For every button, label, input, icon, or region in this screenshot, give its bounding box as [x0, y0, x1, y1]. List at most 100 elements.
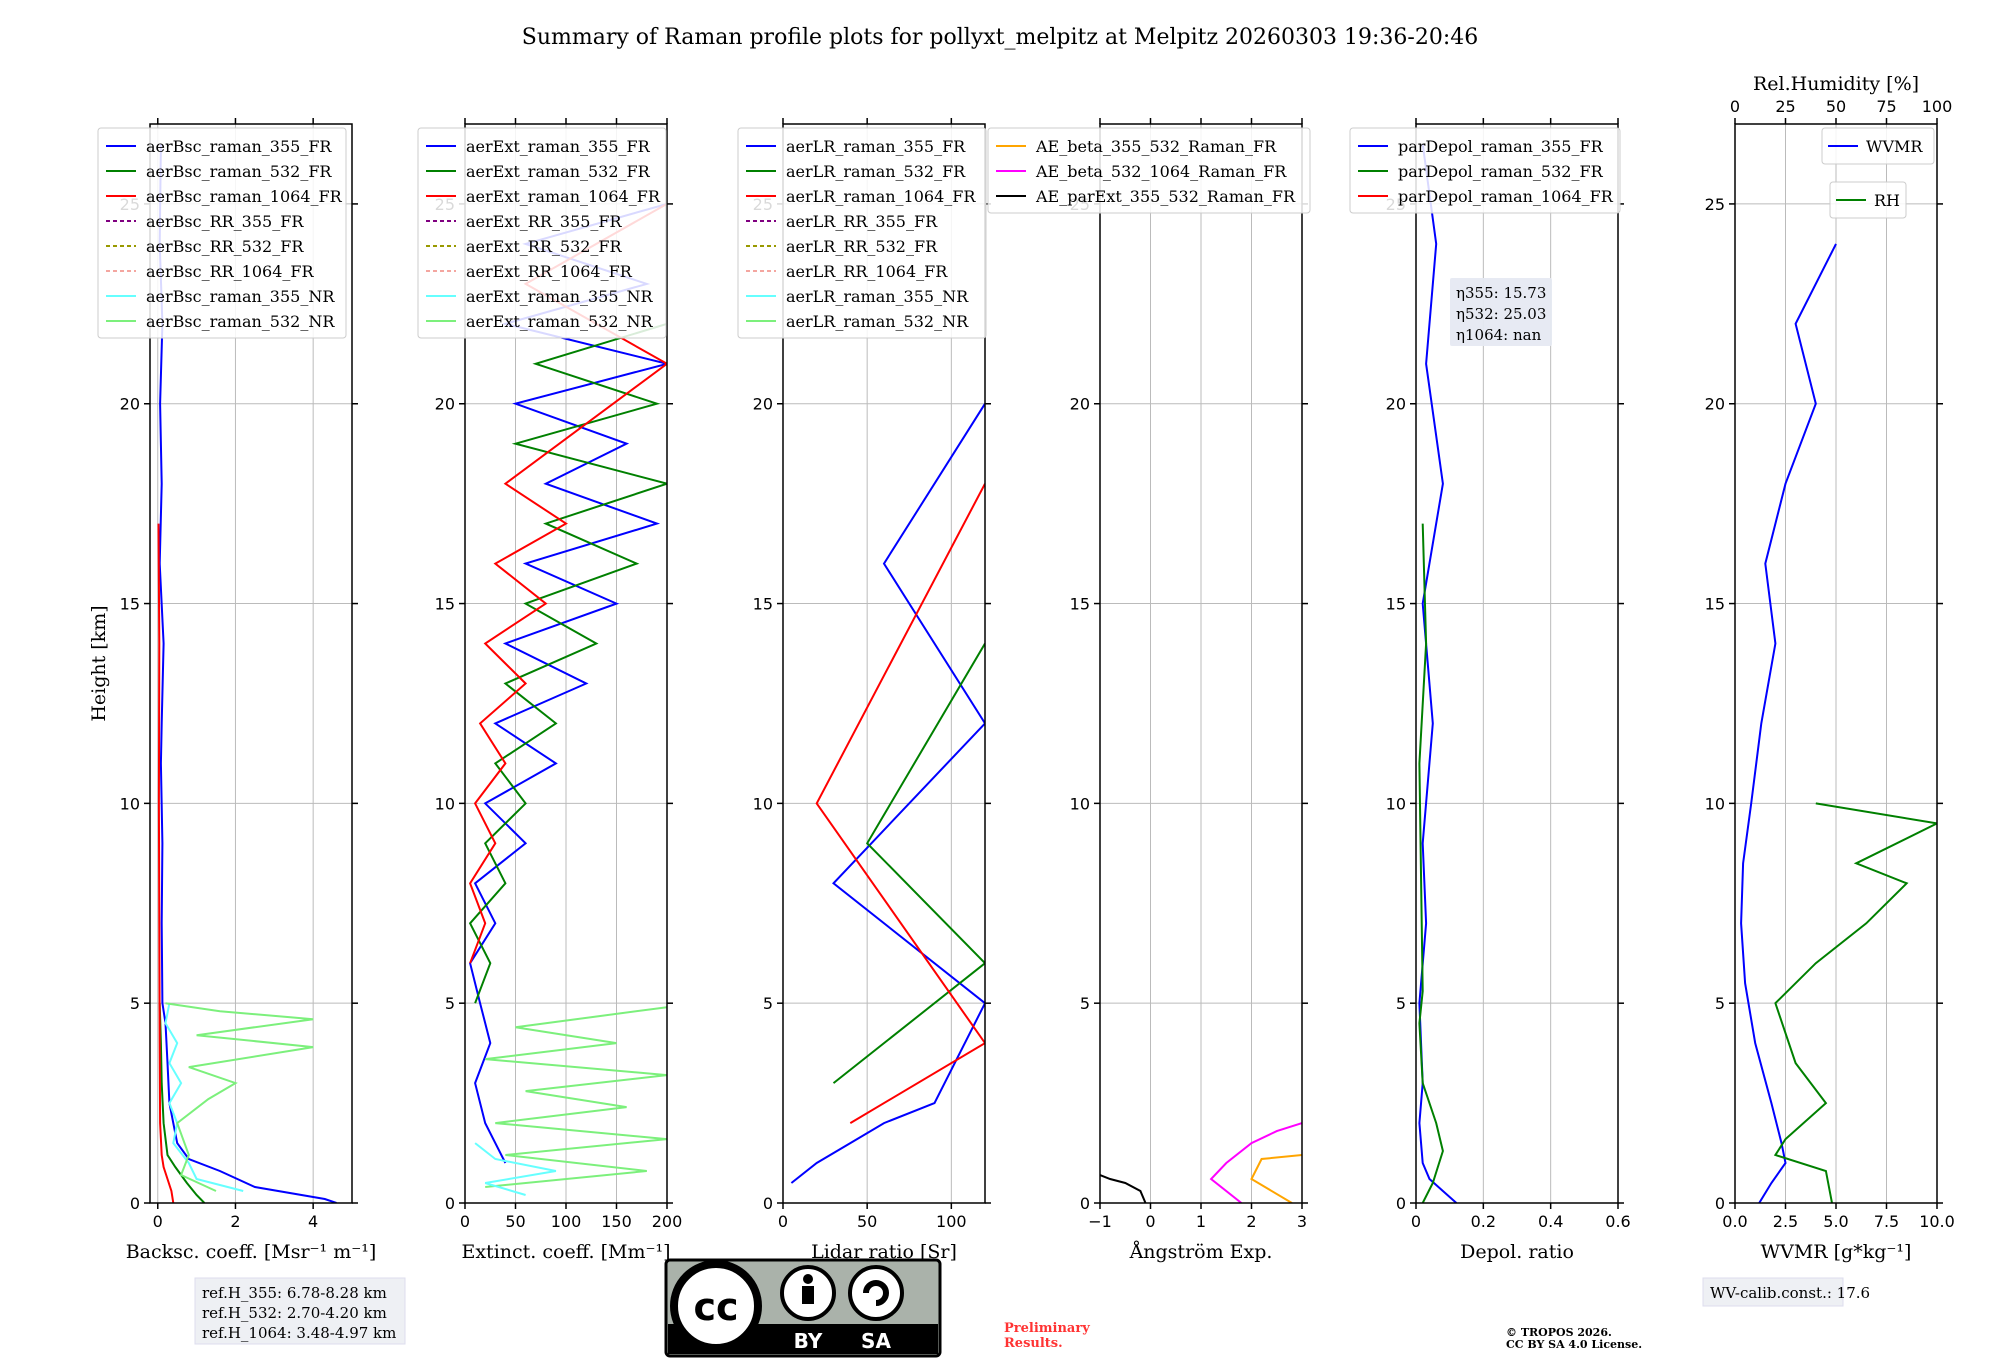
ytick-label: 15: [1705, 595, 1725, 614]
ytick-label: 0: [1715, 1194, 1725, 1213]
wv-calib-box: WV-calib.const.: 17.6: [1702, 1277, 1870, 1307]
legend-label: aerExt_raman_355_NR: [466, 287, 654, 306]
ytick-label: 20: [1705, 395, 1725, 414]
ytick-label: 10: [435, 794, 455, 813]
legend-box: [987, 127, 1311, 214]
top-xtick-label: 100: [1922, 97, 1953, 116]
panel-bsc: 0510152025024Backsc. coeff. [Msr⁻¹ m⁻¹]H…: [88, 118, 376, 1263]
legend-label: aerExt_raman_1064_FR: [466, 187, 661, 206]
legend-label: aerBsc_RR_532_FR: [146, 237, 304, 256]
series-aerExt_raman_532_FR: [468, 322, 667, 1004]
xtick-label: 100: [551, 1212, 582, 1231]
xtick-label: 0: [1411, 1212, 1421, 1231]
wv-calib-text: WV-calib.const.: 17.6: [1710, 1284, 1870, 1302]
xtick-label: 5.0: [1823, 1212, 1848, 1231]
series-aerBsc_raman_532_FR: [158, 1003, 206, 1203]
xtick-label: 2.5: [1773, 1212, 1798, 1231]
top-xaxis-label: Rel.Humidity [%]: [1753, 73, 1919, 95]
legend-label: aerBsc_raman_355_NR: [146, 287, 335, 306]
eta-value: η1064: nan: [1456, 326, 1542, 344]
series-aerLR_raman_355_FR: [790, 403, 985, 1184]
refh-532: ref.H_532: 2.70-4.20 km: [202, 1304, 387, 1322]
legend-label: AE_beta_355_532_Raman_FR: [1035, 137, 1277, 156]
xtick-label: 0.2: [1471, 1212, 1496, 1231]
refh-box: ref.H_355: 6.78-8.28 km ref.H_532: 2.70-…: [194, 1277, 406, 1345]
series-aerBsc_raman_355_FR: [158, 143, 337, 1203]
ytick-label: 10: [1386, 794, 1406, 813]
legend-label: aerLR_raman_532_NR: [786, 312, 969, 331]
refh-1064: ref.H_1064: 3.48-4.97 km: [202, 1324, 396, 1342]
ytick-label: 15: [435, 595, 455, 614]
legend-label: aerExt_raman_532_FR: [466, 162, 651, 181]
series-aerExt_raman_1064_FR: [468, 203, 667, 964]
xtick-label: 200: [652, 1212, 683, 1231]
ytick-label: 20: [1386, 395, 1406, 414]
xtick-label: 10.0: [1919, 1212, 1955, 1231]
ytick-label: 5: [1715, 994, 1725, 1013]
legend: aerExt_raman_355_FR aerExt_raman_532_FRae…: [417, 127, 667, 339]
legend-label: aerLR_RR_532_FR: [786, 237, 938, 256]
xtick-label: 150: [601, 1212, 632, 1231]
series-group: [1100, 1122, 1302, 1203]
legend: aerBsc_raman_355_FR aerBsc_raman_532_FRae…: [97, 127, 347, 339]
xtick-label: 100: [936, 1212, 967, 1231]
ytick-label: 5: [445, 994, 455, 1013]
legend-label: aerLR_raman_532_FR: [786, 162, 966, 181]
series-parDepol_raman_355_FR: [1418, 143, 1458, 1203]
legend-label: aerLR_raman_355_NR: [786, 287, 969, 306]
panels: 0510152025024Backsc. coeff. [Msr⁻¹ m⁻¹]H…: [88, 73, 1955, 1263]
legend: parDepol_raman_355_FR parDepol_raman_532_…: [1349, 127, 1621, 214]
top-xtick-label: 50: [1826, 97, 1846, 116]
ytick-label: 15: [1386, 595, 1406, 614]
ytick-label: 10: [120, 794, 140, 813]
ytick-label: 0: [1080, 1194, 1090, 1213]
legend-label: parDepol_raman_355_FR: [1398, 137, 1604, 156]
legend-label: aerBsc_RR_355_FR: [146, 212, 304, 231]
ytick-label: 5: [1080, 994, 1090, 1013]
axes-frame: [149, 123, 353, 1204]
series-group: [1740, 243, 1937, 1203]
xtick-label: 50: [857, 1212, 877, 1231]
eta-value: η532: 25.03: [1456, 305, 1546, 323]
eta-value: η355: 15.73: [1456, 284, 1546, 302]
xtick-label: 0.0: [1722, 1212, 1747, 1231]
top-xtick-label: 0: [1730, 97, 1740, 116]
series-AE_beta_532_1064_Raman_FR: [1209, 1122, 1302, 1203]
legend-label: aerExt_RR_1064_FR: [466, 262, 633, 281]
legend-label: aerExt_RR_532_FR: [466, 237, 623, 256]
legend-label: aerBsc_raman_355_FR: [146, 137, 332, 156]
series-aerLR_raman_532_FR: [832, 642, 985, 1084]
series-aerLR_raman_1064_FR: [815, 483, 985, 1124]
ytick-label: 20: [120, 395, 140, 414]
ytick-label: 20: [435, 395, 455, 414]
cc-sa-label: SA: [861, 1329, 891, 1353]
series-group: [157, 143, 337, 1203]
xtick-label: 0: [153, 1212, 163, 1231]
refh-355: ref.H_355: 6.78-8.28 km: [202, 1284, 387, 1302]
ytick-label: 20: [753, 395, 773, 414]
figure-title: Summary of Raman profile plots for polly…: [522, 25, 1479, 50]
ytick-label: 20: [1070, 395, 1090, 414]
ytick-label: 25: [1705, 195, 1725, 214]
xtick-label: 7.5: [1874, 1212, 1899, 1231]
legend-label: aerBsc_raman_1064_FR: [146, 187, 343, 206]
legend: AE_beta_355_532_Raman_FR AE_beta_532_1064…: [987, 127, 1311, 214]
legend-box: [737, 127, 987, 339]
preliminary-line-2: Results.: [1004, 1336, 1063, 1351]
xaxis-label: Backsc. coeff. [Msr⁻¹ m⁻¹]: [126, 1241, 377, 1263]
legend-label: aerExt_raman_355_FR: [466, 137, 651, 156]
legend-label: AE_parExt_355_532_Raman_FR: [1035, 187, 1296, 206]
legend: aerLR_raman_355_FR aerLR_raman_532_FR aerL…: [737, 127, 987, 339]
series-group: [790, 403, 985, 1184]
series-parDepol_raman_532_FR: [1418, 523, 1444, 1203]
panel-lr: 0510152025050100Lidar ratio [Sr]aerLR_ra…: [737, 118, 991, 1263]
xtick-label: 1: [1196, 1212, 1206, 1231]
series-WVMR: [1740, 243, 1837, 1203]
ytick-label: 0: [1396, 1194, 1406, 1213]
xtick-label: 0: [460, 1212, 470, 1231]
xaxis-label: Extinct. coeff. [Mm⁻¹]: [461, 1241, 670, 1263]
ytick-label: 15: [1070, 595, 1090, 614]
xaxis-label: Lidar ratio [Sr]: [811, 1241, 957, 1263]
axes-frame: [782, 123, 986, 1204]
